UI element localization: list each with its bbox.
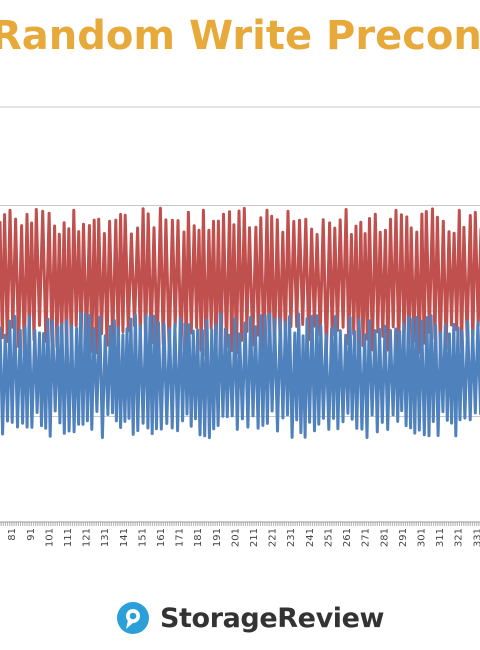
x-tick-label: 131: [100, 528, 111, 547]
x-tick-label: 161: [156, 528, 167, 547]
x-tick-label: 91: [26, 528, 37, 541]
storagereview-logo-icon: [117, 602, 149, 634]
x-tick-label: 141: [119, 528, 130, 547]
x-tick-label: 191: [212, 528, 223, 547]
x-tick-label: 171: [175, 528, 186, 547]
x-tick-label: 261: [342, 528, 353, 547]
x-tick-label: 221: [268, 528, 279, 547]
x-tick-label: 301: [416, 528, 427, 547]
x-tick-label: 211: [249, 528, 260, 547]
series-line-2: [0, 312, 480, 440]
x-tick-label: 281: [379, 528, 390, 547]
x-tick-label: 311: [435, 528, 446, 547]
x-tick-label: 291: [398, 528, 409, 547]
x-tick-label: 121: [82, 528, 93, 547]
series-line-1: [0, 206, 480, 357]
chart-title: Random Write Preconditioning: [0, 13, 480, 59]
x-tick-label: 231: [286, 528, 297, 547]
x-tick-label: 151: [137, 528, 148, 547]
brand-name: StorageReview: [160, 602, 385, 634]
x-tick-label: 271: [361, 528, 372, 547]
x-tick-label: 181: [193, 528, 204, 547]
x-tick-label: 81: [7, 528, 18, 541]
x-tick-label: 201: [230, 528, 241, 547]
x-tick-label: 241: [305, 528, 316, 547]
x-tick-label: 111: [63, 528, 74, 547]
brand-logo: StorageReview: [116, 598, 384, 638]
x-tick-label: 101: [44, 528, 55, 547]
x-tick-label: 331: [472, 528, 480, 547]
x-tick-label: 321: [454, 528, 465, 547]
series-layer: [0, 206, 480, 440]
x-tick-label: 251: [323, 528, 334, 547]
x-axis: 81 91 101 111 121 131 141 151 161 171 181 191 201 211…: [0, 521, 480, 547]
